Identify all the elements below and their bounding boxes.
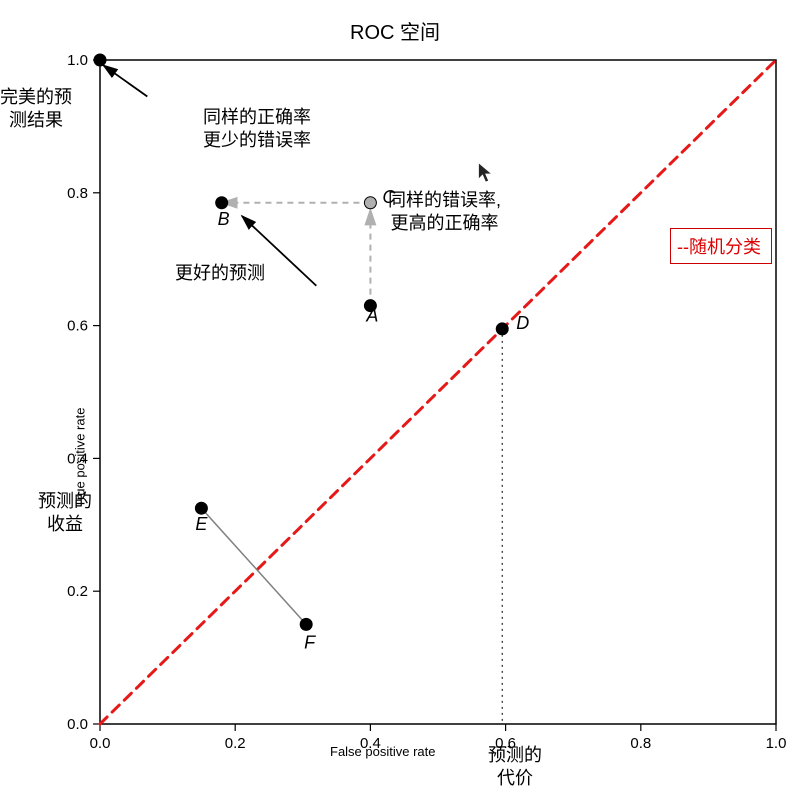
svg-text:0.2: 0.2	[225, 735, 246, 752]
svg-text:F: F	[304, 632, 316, 652]
svg-text:A: A	[365, 306, 378, 326]
roc-plot: 0.00.00.20.20.40.40.60.60.80.81.01.0ABCD…	[0, 0, 806, 800]
svg-text:0.8: 0.8	[67, 185, 88, 202]
annot-benefit: 预测的 收益	[38, 490, 92, 535]
svg-text:0.6: 0.6	[67, 318, 88, 335]
svg-text:0.0: 0.0	[90, 735, 111, 752]
x-axis-label: False positive rate	[330, 744, 436, 760]
svg-text:0.2: 0.2	[67, 583, 88, 600]
annot-perfect: 完美的预 测结果	[0, 86, 72, 131]
annot-cost: 预测的 代价	[488, 744, 542, 789]
legend-random: --随机分类	[670, 228, 772, 264]
y-axis-label: True positive rate	[73, 368, 88, 508]
svg-text:B: B	[218, 209, 230, 229]
chart-title: ROC 空间	[350, 16, 440, 45]
svg-text:1.0: 1.0	[67, 52, 88, 69]
svg-text:1.0: 1.0	[766, 735, 787, 752]
svg-text:0.8: 0.8	[630, 735, 651, 752]
svg-text:E: E	[195, 514, 208, 534]
annot-same-acc: 同样的正确率 更少的错误率	[203, 106, 311, 151]
annot-better: 更好的预测	[175, 262, 265, 285]
svg-text:D: D	[516, 313, 529, 333]
annot-same-err: 同样的错误率, 更高的正确率	[388, 189, 501, 234]
svg-text:0.0: 0.0	[67, 716, 88, 733]
